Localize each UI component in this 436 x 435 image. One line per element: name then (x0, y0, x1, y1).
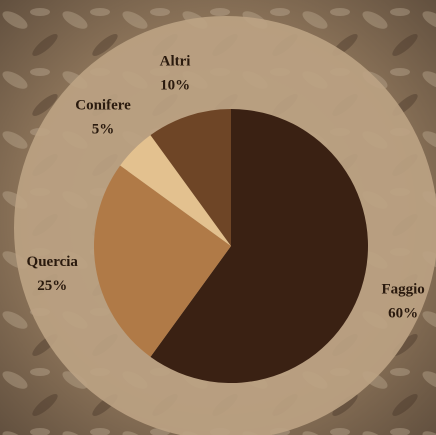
pie-slice (120, 135, 231, 246)
slice-value-label: 25% (37, 278, 67, 294)
slice-value-label: 10% (160, 77, 190, 93)
pie-slice (150, 109, 368, 384)
pie-slice (150, 109, 231, 246)
slice-label: Quercia (27, 254, 79, 270)
slice-label: Altri (160, 53, 191, 69)
pie (94, 109, 368, 384)
slice-label: Faggio (381, 281, 424, 297)
slice-label: Conifere (75, 97, 131, 113)
slice-value-label: 60% (388, 305, 418, 321)
pie-slice (94, 165, 231, 357)
slice-value-label: 5% (92, 121, 115, 137)
